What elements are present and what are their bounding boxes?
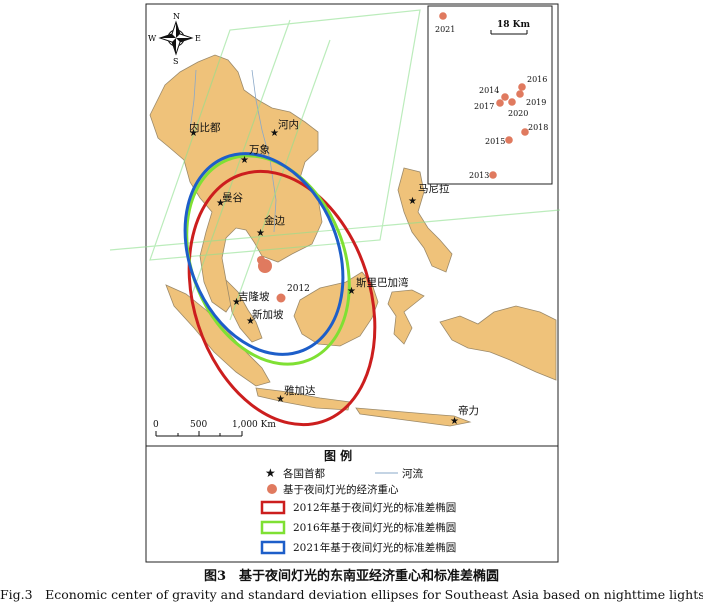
inset-label-2020: 2020 [508,109,528,118]
inset-point-2016 [518,83,526,91]
star-icon: ★ [270,128,279,139]
inset-label-2014: 2014 [479,86,499,95]
legend-title: 图 例 [324,448,352,463]
inset-point-2021 [439,12,447,20]
caption-english: Fig.3 Economic center of gravity and sta… [0,587,703,602]
inset-label-2018: 2018 [528,123,548,132]
inset-label-2017: 2017 [474,102,494,111]
legend-frame [145,445,559,563]
inset-frame [427,5,553,185]
legend-center: 基于夜间灯光的经济重心 [283,483,399,496]
mekong-river [251,69,277,233]
inset-labels: 2021 2016 2014 2019 2017 2020 2018 2015 … [435,25,548,180]
legend-ellipse-2016: 2016年基于夜间灯光的标准差椭圆 [293,521,456,534]
irrawaddy-river [189,69,197,131]
city-hanoi-label: 河内 [278,118,299,131]
lesser-sunda [355,407,472,427]
ellipse-2012 [187,169,377,427]
city-bangkok-label: 曼谷 [222,192,243,204]
borneo [293,271,379,347]
city-vientiane-label: 万象 [249,144,270,156]
compass-s: S [173,57,178,66]
inset-point-2017 [496,99,504,107]
center-dot-icon [267,484,277,494]
ellipse-2021-swatch [260,540,286,555]
inset-scale-label: 18 Km [497,20,530,30]
compass-n: N [173,12,180,21]
scale-bar: 0 500 1,000 Km [153,420,276,437]
compass-e: E [195,34,201,43]
star-icon: ★ [240,155,249,166]
rivers [189,69,277,233]
legend-ellipse-2021: 2021年基于夜间灯光的标准差椭圆 [293,541,456,554]
legend-river: 河流 [402,467,423,480]
center-2012 [276,293,286,303]
star-icon: ★ [408,196,417,207]
capitals: ★ 内比都 ★ 河内 ★ 万象 ★ 曼谷 ★ 金边 ★ 吉隆坡 ★ 新加坡 ★ … [189,118,479,427]
star-icon: ★ [347,286,356,297]
land-masses [149,54,557,427]
city-naypyidaw-label: 内比都 [189,121,221,134]
sumatra [165,284,271,387]
inset-label-2021: 2021 [435,25,455,34]
city-dili-label: 帝力 [458,404,479,417]
star-icon: ★ [276,394,285,405]
inset-point-2019 [516,90,524,98]
inset-point-2018 [521,128,529,136]
center-cluster-2 [257,256,265,264]
new-guinea [439,305,557,381]
scale-tick-0: 0 [153,420,159,430]
compass-w: W [148,34,157,43]
inset-label-2019: 2019 [526,98,546,107]
city-kualalumpur-label: 吉隆坡 [238,290,270,303]
philippines [397,167,453,273]
city-bsb-label: 斯里巴加湾 [356,276,409,289]
mainland-southeast-asia [149,54,323,313]
inset-label-2016: 2016 [527,75,547,84]
city-singapore-label: 新加坡 [252,308,284,321]
scale-tick-1000: 1,000 Km [232,420,276,430]
star-icon: ★ [246,316,255,327]
inset-points [439,12,529,179]
compass-rose: N S E W [148,12,201,66]
star-icon: ★ [450,416,459,427]
sulawesi [387,289,425,345]
city-jakarta-label: 雅加达 [284,384,316,397]
inset-point-2020 [508,98,516,106]
star-icon: ★ [216,198,225,209]
inset-label-2015: 2015 [485,137,505,146]
inset-point-2013 [489,171,497,179]
legend-ellipse-2012: 2012年基于夜间灯光的标准差椭圆 [293,501,456,514]
inset-scale: 18 Km [490,20,530,35]
city-phnompenh-label: 金边 [264,214,285,227]
malay-peninsula [225,278,263,343]
legend-items: ★ 各国首都 河流 基于夜间灯光的经济重心 2012年基于夜间灯光的标准差椭圆 … [260,466,456,555]
ellipse-2012-swatch [260,500,286,515]
legend-capital: 各国首都 [283,467,325,480]
star-icon: ★ [256,228,265,239]
std-ellipses [183,152,377,427]
center-2012-label: 2012 [287,284,310,294]
city-manila-label: 马尼拉 [418,182,450,195]
inset-point-2015 [505,136,513,144]
star-icon: ★ [265,466,276,480]
inset-label-2013: 2013 [469,171,489,180]
caption-chinese: 图3 基于夜间灯光的东南亚经济重心和标准差椭圆 [203,569,500,584]
java [255,387,351,411]
star-icon: ★ [232,297,241,308]
ellipse-2021 [183,152,345,356]
ellipse-2016-swatch [260,520,286,535]
star-icon: ★ [189,128,198,139]
inset-point-2014 [501,93,509,101]
main-centers [257,256,286,303]
scale-tick-500: 500 [190,420,207,430]
